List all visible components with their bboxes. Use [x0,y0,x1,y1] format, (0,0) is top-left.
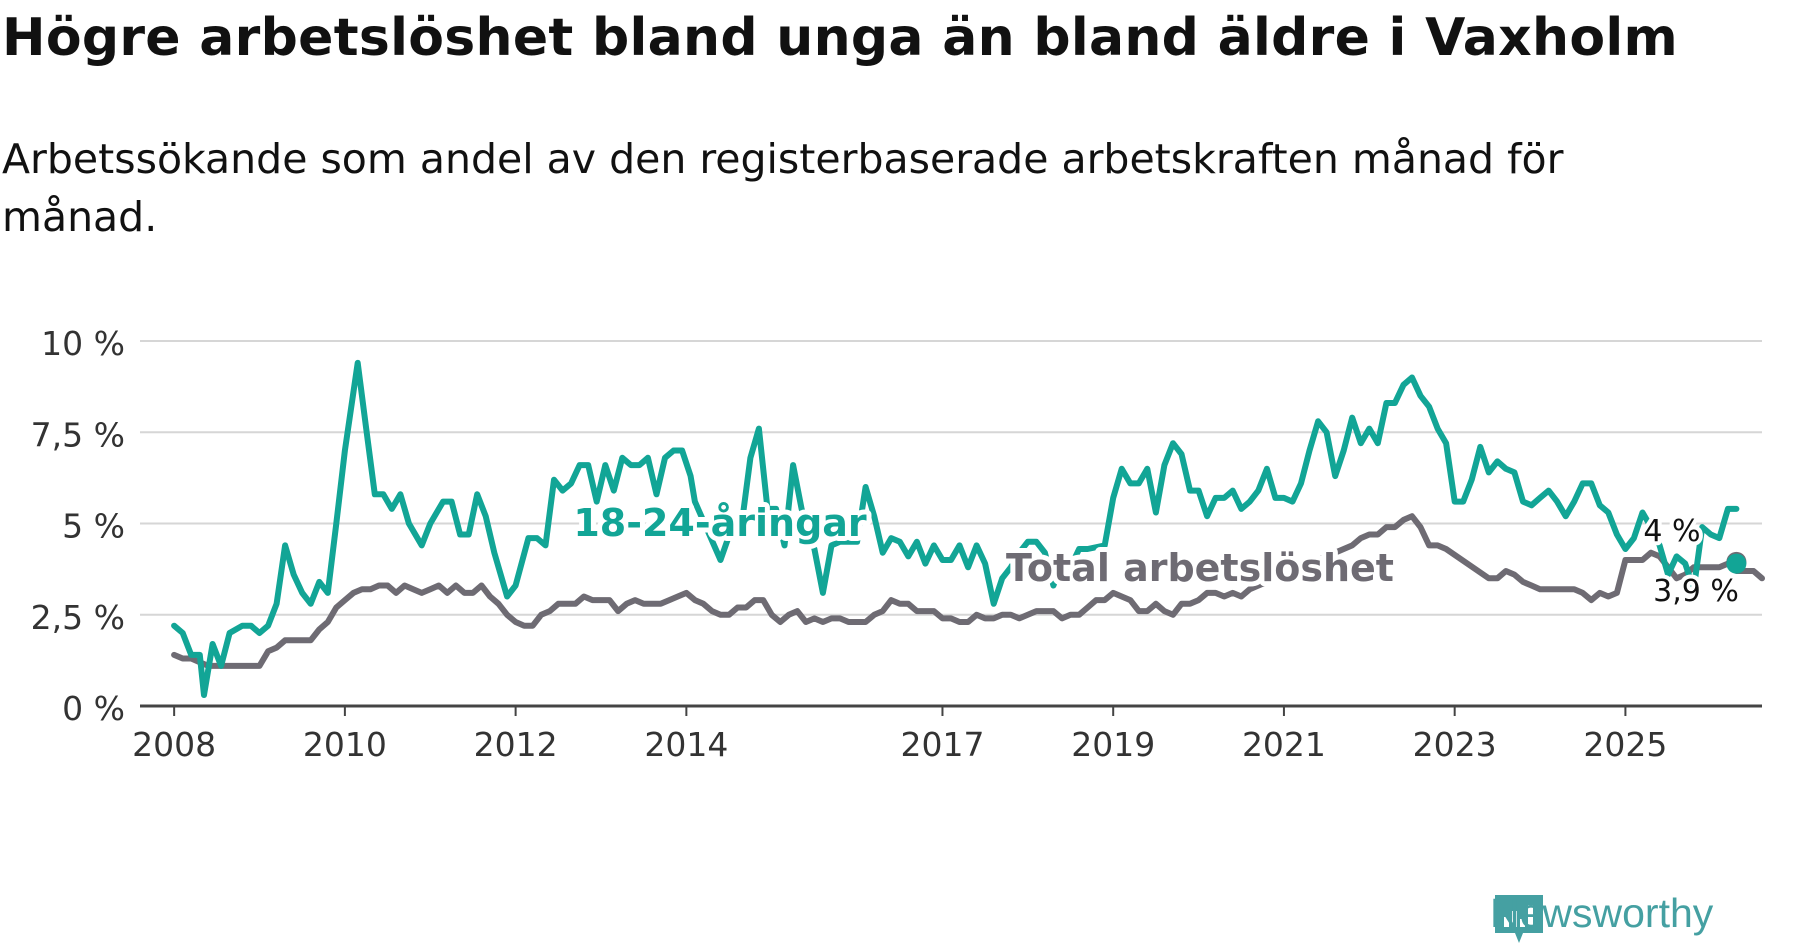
x-tick-label: 2019 [1071,725,1155,764]
youth-end-value-label-halo: 4 % [1643,514,1700,549]
brand-name: Newsworthy [1490,890,1714,936]
youth-end-value-label: 4 % [1643,514,1700,549]
x-tick-label: 2010 [303,725,387,764]
youth-series-label: 18-24-åringar [573,501,867,545]
total-series-label-halo: Total arbetslöshet [1006,546,1394,590]
y-tick-label: 2,5 % [31,598,125,637]
total-end-value-label: 3,9 % [1653,574,1739,609]
x-tick-label: 2021 [1242,725,1326,764]
y-tick-label: 5 % [62,507,125,546]
y-tick-label: 0 % [62,689,125,728]
newsworthy-logo-icon [1495,895,1543,943]
total-series-label: Total arbetslöshet [1006,546,1394,590]
chart-title: Högre arbetslöshet bland unga än bland ä… [2,8,1678,68]
x-tick-label: 2025 [1583,725,1667,764]
x-tick-label: 2014 [644,725,728,764]
x-tick-label: 2012 [474,725,558,764]
x-tick-label: 2017 [900,725,984,764]
x-tick-label: 2008 [132,725,216,764]
youth-end-dot [1726,553,1747,574]
y-tick-label: 10 % [41,324,125,363]
x-tick-label: 2023 [1413,725,1497,764]
youth-18-24-line [171,359,1740,698]
total-unemployment-line [171,513,1765,669]
total-end-value-label-halo: 3,9 % [1653,574,1739,609]
youth-series-label-halo: 18-24-åringar [573,501,867,545]
chart-subtitle: Arbetssökande som andel av den registerb… [2,135,1564,241]
y-tick-label: 7,5 % [31,415,125,454]
